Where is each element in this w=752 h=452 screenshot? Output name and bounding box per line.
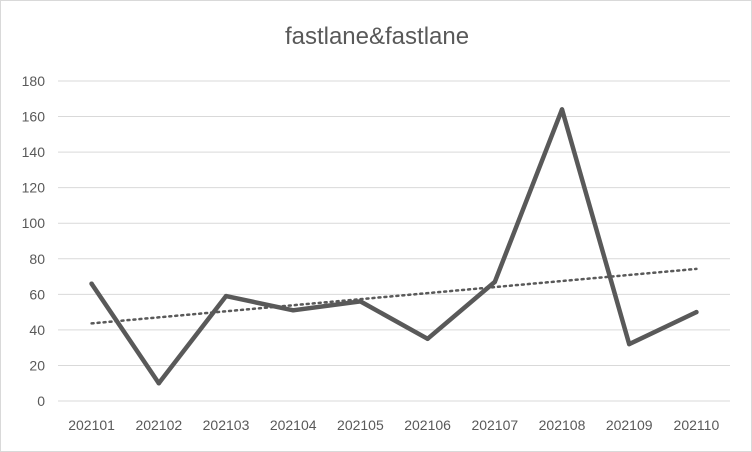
x-tick-label: 202106 bbox=[404, 417, 451, 433]
y-tick-label: 120 bbox=[22, 180, 46, 196]
x-tick-label: 202107 bbox=[471, 417, 518, 433]
y-tick-label: 80 bbox=[29, 251, 45, 267]
data-point bbox=[492, 279, 497, 285]
x-tick-label: 202108 bbox=[539, 417, 586, 433]
y-tick-label: 0 bbox=[37, 393, 45, 409]
y-tick-label: 160 bbox=[22, 109, 46, 125]
x-tick-label: 202103 bbox=[203, 417, 250, 433]
data-point bbox=[559, 107, 565, 112]
data-point bbox=[223, 293, 229, 299]
x-tick-label: 202102 bbox=[135, 417, 182, 433]
data-point bbox=[694, 309, 699, 315]
x-tick-label: 202105 bbox=[337, 417, 384, 433]
data-point bbox=[89, 281, 94, 286]
y-tick-label: 20 bbox=[29, 357, 45, 373]
x-tick-label: 202109 bbox=[606, 417, 653, 433]
data-point bbox=[156, 381, 161, 386]
grid-lines bbox=[58, 80, 730, 402]
y-tick-label: 180 bbox=[22, 73, 46, 89]
y-tick-label: 100 bbox=[22, 215, 46, 231]
data-point bbox=[358, 299, 363, 304]
trend-line bbox=[90, 267, 698, 325]
x-tick-label: 202110 bbox=[674, 417, 720, 433]
x-tick-label: 202101 bbox=[68, 417, 115, 433]
data-point bbox=[627, 341, 632, 347]
data-point bbox=[425, 336, 430, 341]
y-axis-labels: 0 20 40 60 80 100 120 140 160 180 bbox=[22, 73, 46, 409]
y-tick-label: 40 bbox=[29, 322, 45, 338]
x-tick-label: 202104 bbox=[270, 417, 317, 433]
y-tick-label: 60 bbox=[29, 286, 45, 302]
data-point bbox=[291, 308, 296, 313]
y-tick-label: 140 bbox=[22, 144, 46, 160]
series-line bbox=[89, 107, 699, 386]
chart-title: fastlane&fastlane bbox=[285, 23, 469, 50]
x-axis-labels: 202101 202102 202103 202104 202105 202106 2021… bbox=[68, 417, 719, 433]
data-points bbox=[89, 107, 699, 386]
